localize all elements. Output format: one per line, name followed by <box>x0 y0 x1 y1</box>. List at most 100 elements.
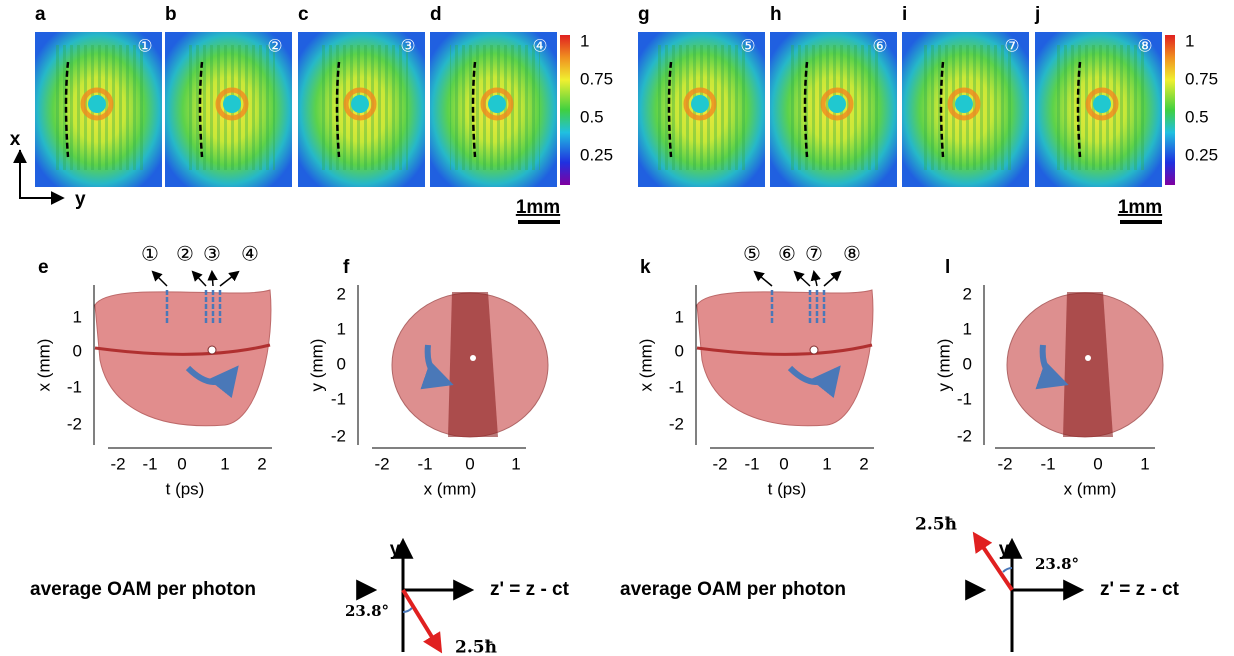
panel-marker: ⑦ <box>1004 36 1019 55</box>
y-axis-label: y <box>999 539 1010 560</box>
y-axis-label: x (mm) <box>636 339 655 392</box>
marker-arrow <box>810 269 821 287</box>
dashed-line <box>471 61 477 158</box>
marker-label: ⑤ <box>743 243 761 265</box>
dashed-line <box>939 61 945 158</box>
y-tick-label: -2 <box>331 426 346 445</box>
y-tick-label: 1 <box>73 307 82 326</box>
vortex-core <box>828 95 846 113</box>
marker-arrow <box>207 269 218 287</box>
y-tick-label: 1 <box>675 307 684 326</box>
colorbar-label: 1 <box>580 31 589 50</box>
panel-label: h <box>770 4 782 25</box>
core <box>809 345 819 355</box>
x-tick-label: 1 <box>511 454 520 473</box>
vortex-core <box>88 95 106 113</box>
panel-label: j <box>1034 4 1040 25</box>
x-tick-label: 1 <box>220 454 229 473</box>
core <box>1085 355 1091 361</box>
scale-bar-label: 1mm <box>1118 197 1162 218</box>
dashed-line <box>64 61 70 158</box>
y-tick-label: -1 <box>67 377 82 396</box>
ridge <box>94 343 271 356</box>
x-tick-label: 1 <box>1140 454 1149 473</box>
angle-arc <box>1002 567 1013 573</box>
colorbar-label: 0.75 <box>580 69 613 88</box>
vortex-core <box>955 95 973 113</box>
y-tick-label: 1 <box>963 319 972 338</box>
marker-label: ① <box>141 243 159 265</box>
panel-marker: ④ <box>532 36 547 55</box>
vortex-ring <box>1085 87 1119 121</box>
marker-label: ④ <box>241 243 259 265</box>
vortex-ring <box>947 87 981 121</box>
x-tick-label: -2 <box>374 454 389 473</box>
y-tick-label: 0 <box>337 354 346 373</box>
y-tick-label: 0 <box>963 354 972 373</box>
axis-key-label: x <box>10 129 21 150</box>
y-axis-label: y (mm) <box>307 339 326 392</box>
marker-label: ⑥ <box>778 243 796 265</box>
y-axis-label: y <box>390 539 401 560</box>
angle-label: 23.8° <box>345 602 389 620</box>
core <box>207 345 217 355</box>
colorbar-label: 0.25 <box>580 145 613 164</box>
oam-value: 2.5ħ <box>455 638 497 656</box>
y-tick-label: 2 <box>963 284 972 303</box>
x-tick-label: 0 <box>177 454 186 473</box>
panel-label: l <box>945 257 950 278</box>
core <box>470 355 476 361</box>
x-tick-label: -1 <box>417 454 432 473</box>
isosurface <box>696 289 874 427</box>
x-axis-label: t (ps) <box>166 479 205 498</box>
panel-marker: ⑧ <box>1137 36 1152 55</box>
oam-vector <box>401 588 443 654</box>
colorbar <box>1165 35 1175 185</box>
x-tick-label: 0 <box>1093 454 1102 473</box>
x-axis-label: x (mm) <box>424 479 477 498</box>
y-tick-label: 2 <box>337 284 346 303</box>
vortex-ring <box>683 87 717 121</box>
marker-arrow <box>151 270 168 287</box>
vortex-ring <box>80 87 114 121</box>
oam-text: average OAM per photon <box>30 579 256 600</box>
panel-marker: ② <box>267 36 282 55</box>
angle-arc <box>402 607 413 613</box>
rotation-arrow <box>185 365 239 399</box>
axis-key-label: y <box>75 189 86 210</box>
y-tick-label: -2 <box>669 414 684 433</box>
oam-text: average OAM per photon <box>620 579 846 600</box>
dashed-line <box>1076 61 1082 158</box>
y-tick-label: 0 <box>73 341 82 360</box>
panel-label: c <box>298 4 309 25</box>
colorbar-label: 0.25 <box>1185 145 1218 164</box>
vortex-ring <box>820 87 854 121</box>
x-tick-label: 0 <box>465 454 474 473</box>
marker-arrow <box>191 270 207 287</box>
x-tick-label: -1 <box>744 454 759 473</box>
vortex-ring <box>215 87 249 121</box>
panel-label: e <box>38 257 49 278</box>
panel-marker: ③ <box>400 36 415 55</box>
marker-arrow <box>219 270 240 287</box>
panel-label: k <box>640 257 651 278</box>
z-axis-label: z' = z - ct <box>1100 579 1180 600</box>
marker-arrow <box>753 270 773 287</box>
panel-label: i <box>902 4 907 25</box>
isosurface <box>94 289 272 427</box>
vortex-ring <box>480 87 514 121</box>
oam-vector <box>972 531 1014 592</box>
x-tick-label: 0 <box>779 454 788 473</box>
x-tick-label: -2 <box>712 454 727 473</box>
marker-label: ② <box>176 243 194 265</box>
x-axis-label: x (mm) <box>1064 479 1117 498</box>
y-tick-label: 1 <box>337 319 346 338</box>
rotation-arrow <box>420 344 454 390</box>
x-tick-label: 2 <box>257 454 266 473</box>
panel-label: d <box>430 4 442 25</box>
marker-label: ③ <box>203 243 221 265</box>
dashed-line <box>335 61 341 158</box>
rotation-arrow <box>1035 344 1069 390</box>
y-axis-label: x (mm) <box>34 339 53 392</box>
vortex-core <box>488 95 506 113</box>
